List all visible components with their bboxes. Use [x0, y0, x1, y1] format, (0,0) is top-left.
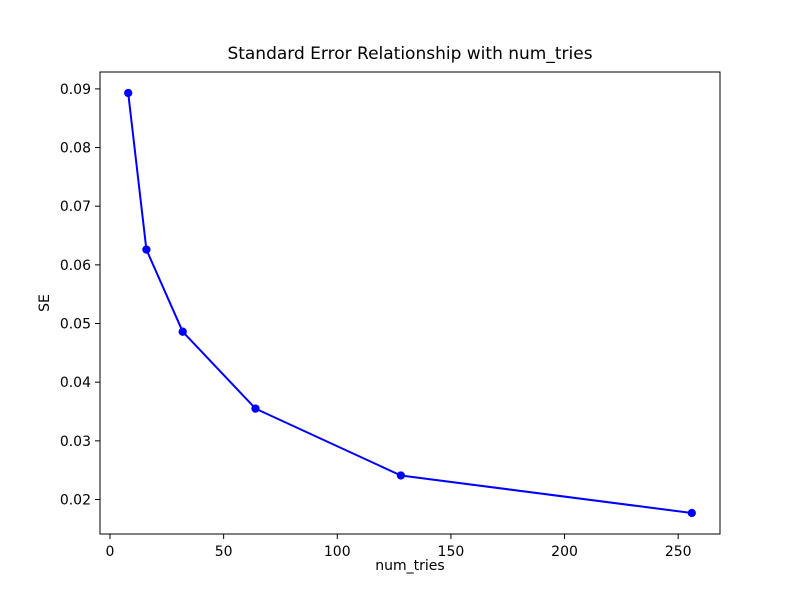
x-tick-label: 100 — [324, 544, 351, 560]
x-tick-label: 200 — [551, 544, 578, 560]
data-point-marker — [687, 508, 696, 518]
data-point-marker — [124, 88, 133, 98]
y-tick-label: 0.02 — [60, 493, 91, 509]
x-tick-label: 0 — [106, 544, 115, 560]
data-point-marker — [251, 404, 260, 413]
x-tick-label: 250 — [665, 544, 692, 560]
y-tick-label: 0.09 — [60, 82, 91, 98]
y-tick-label: 0.05 — [60, 317, 91, 333]
y-tick-label: 0.03 — [60, 434, 91, 450]
x-tick-label: 150 — [438, 544, 465, 560]
data-point-marker — [178, 327, 187, 336]
x-axis-label: num_tries — [375, 558, 445, 574]
data-point-marker — [396, 471, 406, 480]
plot-border — [99, 71, 721, 535]
y-tick-label: 0.08 — [60, 141, 91, 157]
chart-title: Standard Error Relationship with num_tri… — [227, 44, 593, 64]
y-tick-label: 0.06 — [60, 258, 91, 274]
data-point-marker — [142, 245, 151, 254]
data-line — [127, 92, 692, 514]
y-tick-label: 0.04 — [60, 375, 91, 391]
y-axis-label: SE — [37, 294, 53, 312]
x-tick-label: 50 — [215, 544, 233, 560]
y-tick-label: 0.07 — [60, 199, 91, 215]
